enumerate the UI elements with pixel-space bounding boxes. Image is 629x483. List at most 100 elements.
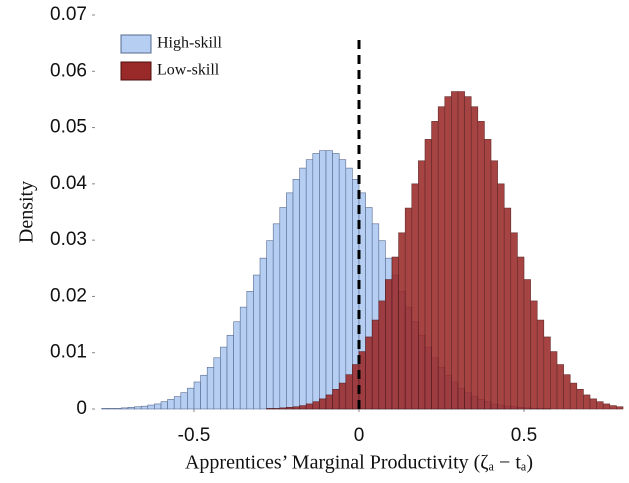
histogram-bar (299, 167, 307, 410)
y-tick-label: 0.01 (50, 342, 87, 363)
histogram-bar (279, 207, 287, 410)
histogram-bar (411, 183, 419, 410)
histogram-series (101, 150, 551, 410)
histogram-bar (398, 232, 406, 410)
y-tick-label: 0.07 (50, 4, 87, 25)
y-tick-label: 0.05 (50, 117, 87, 138)
histogram-bar (477, 121, 485, 410)
histogram-bar (206, 367, 215, 410)
histogram-bar (134, 406, 142, 410)
histogram-bar (589, 398, 597, 410)
histogram-bar (233, 321, 241, 410)
histogram-bar (536, 319, 545, 410)
histogram-bar (530, 300, 538, 410)
histogram-series (266, 91, 624, 410)
x-tick-label: 0.5 (511, 425, 537, 446)
x-tick-label: -0.5 (178, 425, 211, 446)
histogram-bar (167, 399, 175, 410)
histogram-bar (418, 160, 426, 410)
histogram-bar (239, 306, 248, 410)
histogram-bar (391, 256, 399, 410)
histogram-bar (345, 374, 353, 410)
histogram-bar (332, 153, 340, 410)
histogram-bar (510, 232, 518, 410)
histogram-bar (550, 351, 558, 410)
histogram-bar (490, 160, 498, 410)
histogram-bar (114, 408, 122, 410)
histogram-bar (101, 408, 109, 410)
histogram-bar (127, 407, 135, 410)
histogram-bar (365, 336, 373, 410)
y-tick-label: 0.03 (50, 229, 87, 250)
histogram-bar (484, 139, 492, 410)
y-tick-label: 0.06 (50, 60, 87, 81)
legend-label: High-skill (157, 35, 222, 52)
histogram-bar (523, 279, 531, 410)
histogram-bar (385, 279, 393, 410)
histogram-bar (325, 150, 333, 410)
x-axis-label: Apprentices’ Marginal Productivity (ζₐ −… (185, 452, 533, 474)
histogram-bar (226, 334, 234, 410)
histogram-bar (424, 139, 432, 410)
histogram-bar (173, 396, 182, 410)
histogram-bar (338, 159, 347, 410)
histogram-bar (292, 406, 300, 410)
histogram-bar (180, 392, 188, 410)
y-tick-label: 0 (76, 398, 87, 419)
histogram-bar (266, 408, 274, 410)
y-tick-label: 0.02 (50, 285, 87, 306)
histogram-bar (213, 357, 221, 410)
histogram-bar (345, 167, 353, 410)
histogram-bar (160, 401, 168, 410)
y-tick-label: 0.04 (50, 173, 87, 194)
histogram-bar (404, 207, 413, 410)
histogram-bar (451, 91, 459, 410)
histogram-bar (187, 387, 195, 410)
histogram-bar (266, 240, 274, 410)
histogram-bar (305, 403, 314, 410)
histogram-bar (286, 192, 294, 410)
histogram-bar (272, 223, 281, 410)
histogram-bar (259, 257, 267, 410)
histogram-bar (497, 183, 505, 410)
histogram-bar (503, 207, 512, 410)
histogram-bar (312, 401, 320, 410)
histogram-bar (470, 106, 479, 410)
histogram-bar (543, 336, 551, 410)
histogram-bar (253, 274, 261, 410)
legend-label: Low-skill (157, 62, 220, 79)
histogram-bar (272, 408, 281, 410)
histogram-bar (517, 256, 525, 410)
histogram-bar (444, 96, 452, 410)
histogram-bar (338, 382, 347, 410)
histogram-bar (279, 407, 287, 410)
histogram-bar (576, 388, 584, 410)
histogram-bar (457, 91, 465, 410)
histogram-bar (154, 403, 162, 410)
histogram-bar (569, 382, 578, 410)
histogram-bar (583, 394, 591, 410)
histogram-bar (292, 179, 300, 410)
histogram-bar (431, 121, 439, 410)
histogram-bar (325, 394, 333, 410)
histogram-bar (609, 405, 617, 410)
histogram-bar (332, 388, 340, 410)
histogram-bar (312, 153, 320, 410)
histogram-bar (319, 398, 327, 410)
histogram-bar (437, 106, 446, 410)
x-tick-label: 0 (354, 425, 365, 446)
histogram-bar (286, 407, 294, 410)
histogram-bar (299, 405, 307, 410)
legend-swatch (120, 61, 152, 81)
histogram-bar (200, 374, 208, 410)
y-axis-label: Density (16, 181, 38, 243)
histogram-bar (563, 374, 571, 410)
histogram-bar (371, 319, 380, 410)
histogram-bar (616, 406, 624, 410)
histogram-bar (602, 403, 611, 410)
histogram-bar (140, 405, 149, 410)
histogram-bar (556, 364, 564, 410)
histogram-bar (305, 159, 314, 410)
histogram-bar (121, 407, 129, 410)
